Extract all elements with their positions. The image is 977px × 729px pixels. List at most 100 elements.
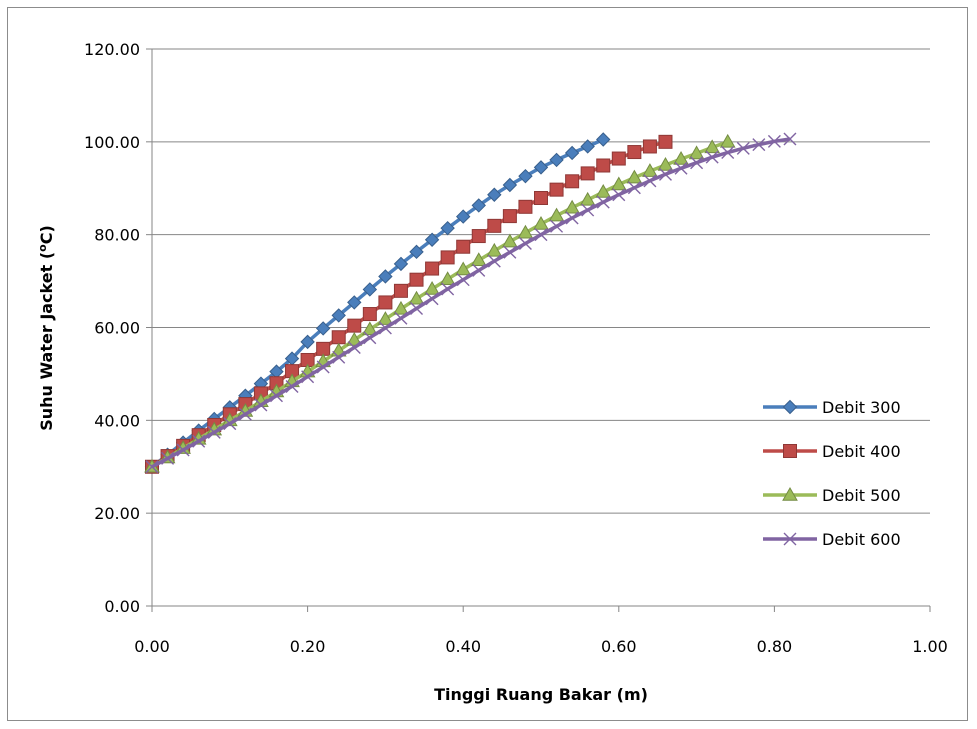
data-point xyxy=(565,174,580,189)
x-axis-title: Tinggi Ruang Bakar (m) xyxy=(434,685,648,704)
data-point xyxy=(439,271,456,285)
data-point xyxy=(192,434,206,448)
data-point xyxy=(441,282,455,296)
data-point xyxy=(378,295,393,310)
legend-marker xyxy=(783,444,797,458)
data-point xyxy=(161,451,175,465)
y-tick-label: 120.00 xyxy=(84,40,140,59)
data-point xyxy=(596,158,611,173)
data-point xyxy=(518,236,532,250)
x-tick-label: 1.00 xyxy=(912,637,948,656)
legend-label: Debit 500 xyxy=(822,486,901,505)
data-point xyxy=(409,272,424,287)
data-point xyxy=(393,283,408,298)
data-point xyxy=(610,176,627,191)
legend-label: Debit 600 xyxy=(822,530,901,549)
data-point xyxy=(425,292,439,306)
data-point xyxy=(518,168,533,184)
data-point xyxy=(362,307,377,322)
data-point xyxy=(301,370,315,384)
data-point xyxy=(254,398,268,412)
data-point xyxy=(611,151,626,166)
data-point xyxy=(471,198,486,213)
y-tick-label: 60.00 xyxy=(94,319,140,338)
data-point xyxy=(721,146,735,160)
data-point xyxy=(533,160,549,175)
data-point xyxy=(719,133,736,148)
data-point xyxy=(378,321,392,335)
data-point xyxy=(487,187,502,202)
data-point xyxy=(642,139,657,154)
data-point xyxy=(285,379,299,393)
y-tick-label: 0.00 xyxy=(104,597,140,616)
data-point xyxy=(470,252,487,266)
data-point xyxy=(145,460,159,474)
legend-entry: Debit 500 xyxy=(763,486,901,505)
data-point xyxy=(269,389,283,403)
x-tick-label: 0.00 xyxy=(134,637,170,656)
data-point xyxy=(534,190,548,205)
data-point xyxy=(612,188,626,202)
data-point xyxy=(783,132,797,146)
data-point xyxy=(440,250,455,265)
data-point xyxy=(377,311,394,325)
legend-entry: Debit 600 xyxy=(763,530,901,549)
data-point xyxy=(658,134,673,149)
data-point xyxy=(456,239,471,254)
data-point xyxy=(393,256,409,272)
data-point xyxy=(673,150,689,165)
data-point xyxy=(347,318,362,333)
data-point xyxy=(767,134,781,148)
data-point xyxy=(424,232,440,247)
legend-marker xyxy=(783,532,797,546)
y-axis-title-degree: o xyxy=(36,244,49,252)
data-point xyxy=(346,332,363,346)
data-point xyxy=(534,228,548,242)
data-point xyxy=(486,242,503,257)
x-tick-label: 0.40 xyxy=(445,637,481,656)
data-point xyxy=(627,181,641,195)
data-point xyxy=(533,215,549,230)
data-point xyxy=(409,244,424,260)
legend-label: Debit 300 xyxy=(822,398,901,417)
x-tick-label: 0.60 xyxy=(601,637,637,656)
data-point xyxy=(315,321,331,336)
data-point xyxy=(517,224,534,239)
y-tick-label: 20.00 xyxy=(94,504,140,523)
data-point xyxy=(393,300,409,315)
data-point xyxy=(550,219,564,233)
data-point xyxy=(643,174,657,188)
data-point xyxy=(736,141,750,155)
data-point xyxy=(581,203,595,217)
data-point xyxy=(487,254,501,268)
series-line xyxy=(151,137,791,469)
data-point xyxy=(503,245,517,259)
y-axis-title: Suhu Water Jacket (oC) xyxy=(36,225,56,431)
data-point xyxy=(705,150,719,164)
y-axis-title-suffix: C) xyxy=(37,225,56,244)
data-point xyxy=(316,360,330,374)
data-point xyxy=(657,157,674,171)
data-point xyxy=(363,331,377,345)
data-point xyxy=(238,407,252,421)
data-point xyxy=(626,169,643,184)
data-point xyxy=(455,209,471,224)
data-point xyxy=(347,295,362,310)
data-point xyxy=(223,417,237,431)
data-point xyxy=(502,233,518,248)
data-point xyxy=(394,311,408,325)
data-point xyxy=(176,443,190,457)
data-point xyxy=(564,145,580,161)
data-point xyxy=(596,132,611,147)
legend-entry: Debit 300 xyxy=(763,398,901,417)
data-point xyxy=(565,211,579,225)
data-point xyxy=(752,138,766,152)
data-point xyxy=(596,195,610,209)
legend-entry: Debit 400 xyxy=(763,442,901,461)
data-point xyxy=(580,166,595,181)
data-point xyxy=(378,269,393,284)
data-point xyxy=(549,152,564,168)
data-point xyxy=(456,273,470,287)
y-tick-label: 100.00 xyxy=(84,133,140,152)
